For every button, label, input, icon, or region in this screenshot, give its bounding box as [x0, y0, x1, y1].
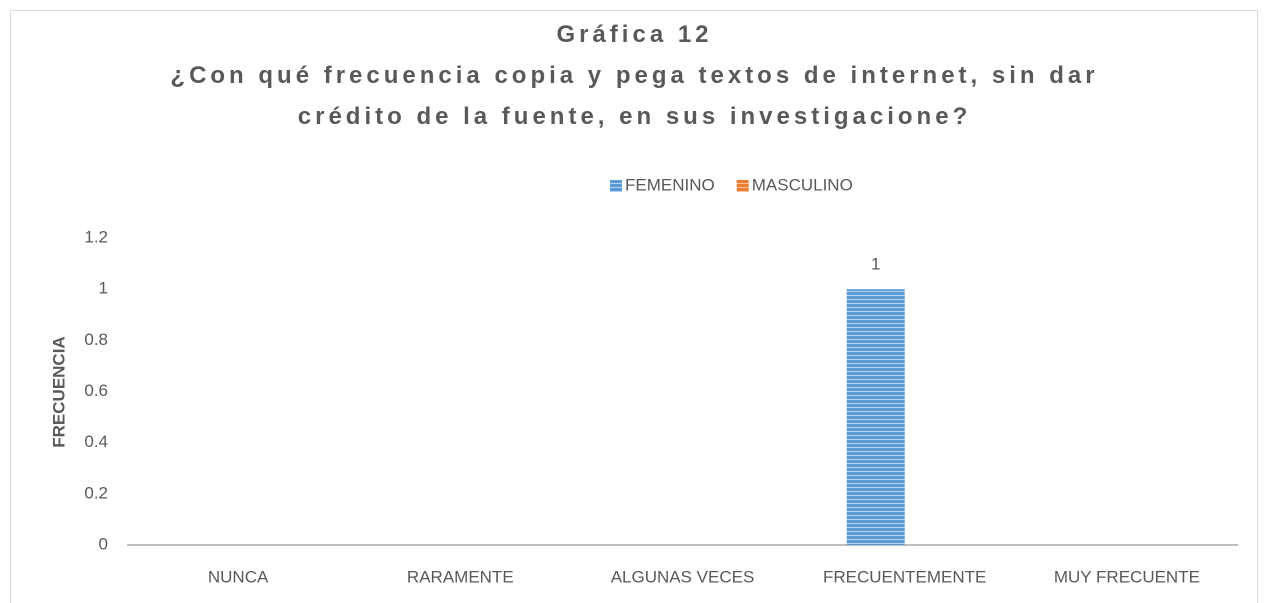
y-tick-label: 0.4 — [84, 432, 108, 451]
x-tick-label: ALGUNAS VECES — [611, 567, 755, 586]
y-tick-label: 0.8 — [84, 330, 108, 349]
y-tick-label: 0.2 — [84, 483, 108, 502]
y-axis-label: FRECUENCIA — [49, 336, 68, 447]
legend-swatch — [736, 180, 749, 192]
data-label: 1 — [871, 255, 880, 274]
x-tick-label: FRECUENTEMENTE — [823, 567, 986, 586]
bar — [846, 289, 905, 545]
titles: Gráfica 12 ¿Con qué frecuencia copia y p… — [0, 14, 1269, 137]
x-tick-label: RARAMENTE — [407, 567, 514, 586]
chart-subtitle: ¿Con qué frecuencia copia y pega textos … — [170, 62, 1099, 130]
legend-label: FEMENINO — [625, 175, 715, 194]
chart-frame — [10, 10, 1258, 603]
y-tick-label: 1 — [99, 279, 108, 298]
y-tick-label: 0 — [99, 534, 108, 553]
x-tick-label: NUNCA — [208, 567, 269, 586]
chart-title: Gráfica 12 — [556, 21, 713, 48]
legend-swatch — [610, 180, 622, 192]
y-tick-label: 1.2 — [84, 227, 108, 246]
y-tick-label: 0.6 — [84, 381, 108, 400]
legend-label: MASCULINO — [752, 175, 853, 194]
x-tick-label: MUY FRECUENTE — [1054, 567, 1200, 586]
